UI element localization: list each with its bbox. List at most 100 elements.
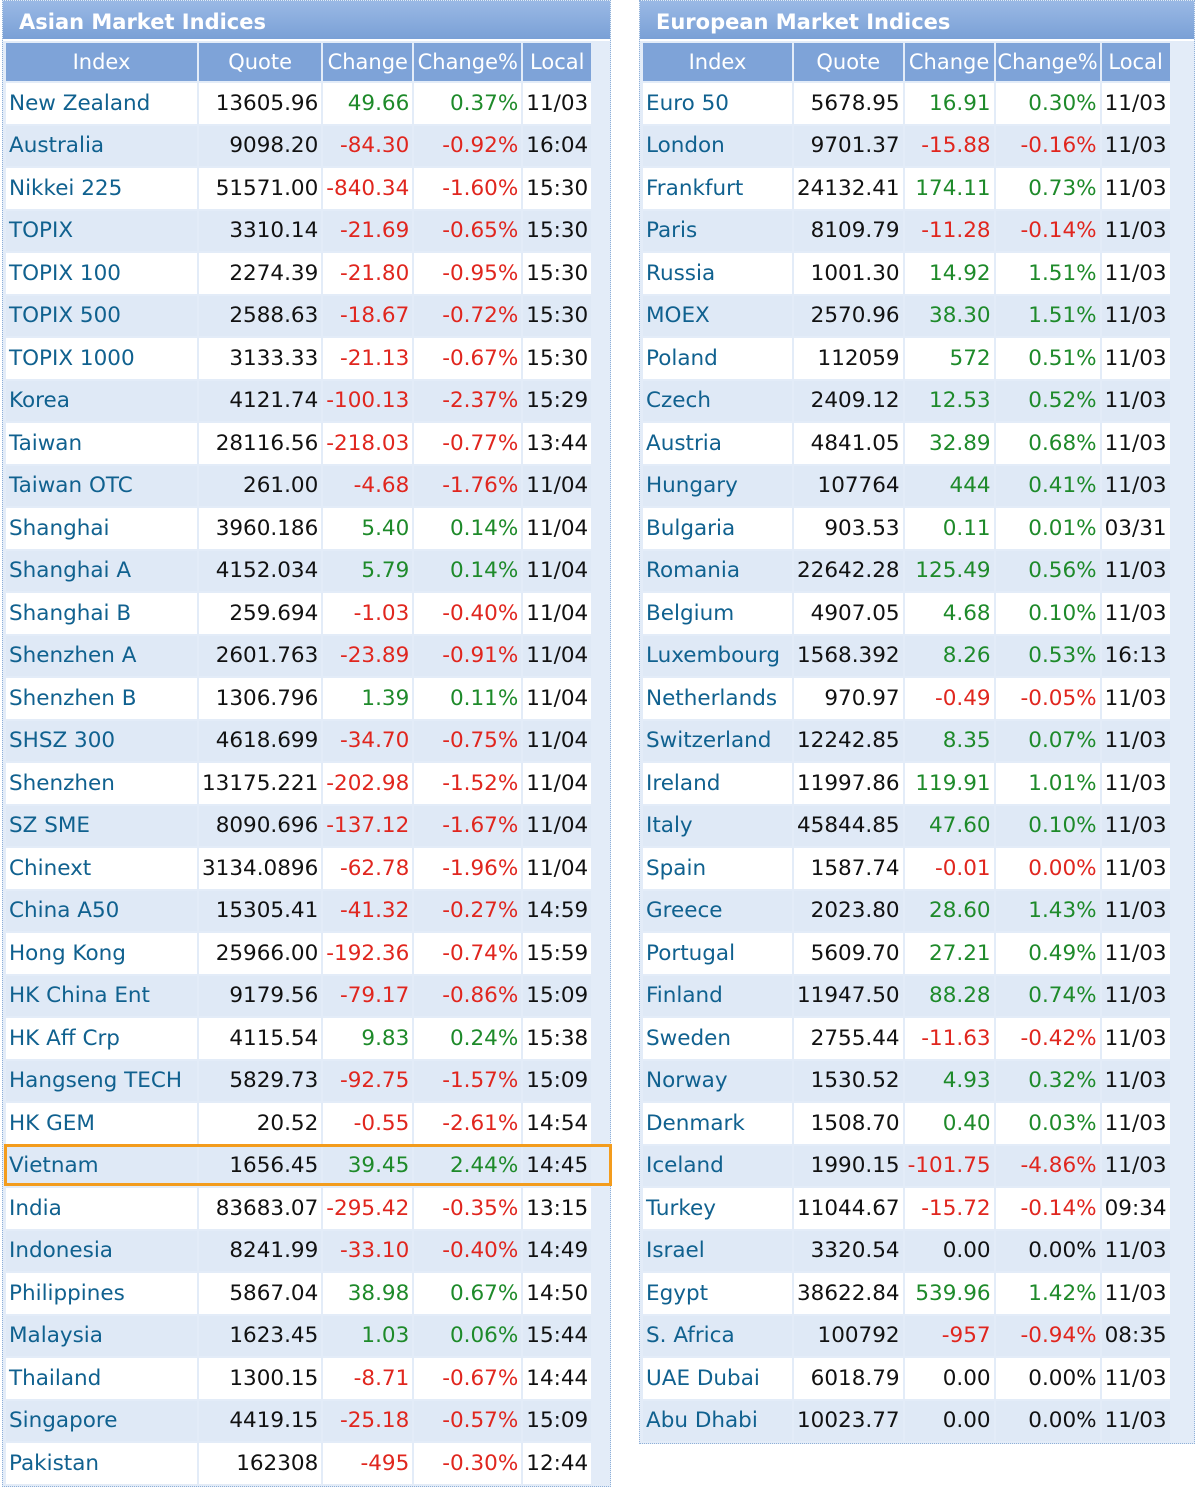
index-name-link[interactable]: Denmark <box>643 1103 792 1144</box>
index-name-link[interactable]: UAE Dubai <box>643 1358 792 1399</box>
index-name-link[interactable]: Singapore <box>6 1400 197 1441</box>
table-row: Iceland 1990.15 -101.75 -4.86% 11/03 <box>643 1145 1170 1186</box>
index-name-link[interactable]: Turkey <box>643 1188 792 1229</box>
index-name-link[interactable]: Austria <box>643 423 792 464</box>
index-name-link[interactable]: Israel <box>643 1230 792 1271</box>
index-name-link[interactable]: Frankfurt <box>643 168 792 209</box>
index-name-link[interactable]: TOPIX 500 <box>6 295 197 336</box>
column-header-index[interactable]: Index <box>6 43 197 81</box>
quote-cell: 38622.84 <box>794 1273 903 1314</box>
index-name-link[interactable]: HK China Ent <box>6 975 197 1016</box>
index-name-link[interactable]: London <box>643 125 792 166</box>
local-time-cell: 15:30 <box>523 338 592 379</box>
change-cell: 5.40 <box>323 508 413 549</box>
quote-cell: 15305.41 <box>199 890 322 931</box>
index-name-link[interactable]: Taiwan OTC <box>6 465 197 506</box>
index-name-link[interactable]: Paris <box>643 210 792 251</box>
index-name-link[interactable]: Switzerland <box>643 720 792 761</box>
table-row: Shanghai A 4152.034 5.79 0.14% 11/04 <box>6 550 592 591</box>
column-header-change[interactable]: Change <box>323 43 413 81</box>
column-header-change-pct[interactable]: Change% <box>414 43 522 81</box>
index-name-link[interactable]: Euro 50 <box>643 83 792 124</box>
index-name-link[interactable]: HK Aff Crp <box>6 1018 197 1059</box>
index-name-link[interactable]: Romania <box>643 550 792 591</box>
change-cell: 572 <box>904 338 994 379</box>
column-header-local[interactable]: Local <box>1101 43 1170 81</box>
index-name-link[interactable]: Shanghai B <box>6 593 197 634</box>
column-header-quote[interactable]: Quote <box>199 43 322 81</box>
index-name-link[interactable]: Finland <box>643 975 792 1016</box>
index-name-link[interactable]: Australia <box>6 125 197 166</box>
column-header-change[interactable]: Change <box>904 43 994 81</box>
index-name-link[interactable]: TOPIX 100 <box>6 253 197 294</box>
index-name-link[interactable]: Chinext <box>6 848 197 889</box>
table-row: S. Africa 100792 -957 -0.94% 08:35 <box>643 1315 1170 1356</box>
index-name-link[interactable]: Netherlands <box>643 678 792 719</box>
index-name-link[interactable]: S. Africa <box>643 1315 792 1356</box>
index-name-link[interactable]: Portugal <box>643 933 792 974</box>
index-name-link[interactable]: Hangseng TECH <box>6 1060 197 1101</box>
index-name-link[interactable]: New Zealand <box>6 83 197 124</box>
change-cell: -218.03 <box>323 423 413 464</box>
index-name-link[interactable]: TOPIX 1000 <box>6 338 197 379</box>
table-row: Shenzhen A 2601.763 -23.89 -0.91% 11/04 <box>6 635 592 676</box>
index-name-link[interactable]: Greece <box>643 890 792 931</box>
index-name-link[interactable]: Taiwan <box>6 423 197 464</box>
change-cell: -8.71 <box>323 1358 413 1399</box>
index-name-link[interactable]: Bulgaria <box>643 508 792 549</box>
column-header-local[interactable]: Local <box>523 43 592 81</box>
index-name-link[interactable]: Belgium <box>643 593 792 634</box>
index-name-link[interactable]: Shenzhen A <box>6 635 197 676</box>
index-name-link[interactable]: India <box>6 1188 197 1229</box>
index-name-link[interactable]: SZ SME <box>6 805 197 846</box>
index-name-link[interactable]: Pakistan <box>6 1443 197 1484</box>
index-name-link[interactable]: HK GEM <box>6 1103 197 1144</box>
index-name-link[interactable]: Philippines <box>6 1273 197 1314</box>
index-name-link[interactable]: Hungary <box>643 465 792 506</box>
change-cell: 39.45 <box>323 1145 413 1186</box>
table-row: SHSZ 300 4618.699 -34.70 -0.75% 11/04 <box>6 720 592 761</box>
index-name-link[interactable]: Russia <box>643 253 792 294</box>
change-cell: -15.72 <box>904 1188 994 1229</box>
index-name-link[interactable]: Korea <box>6 380 197 421</box>
index-name-link[interactable]: Czech <box>643 380 792 421</box>
index-name-link[interactable]: TOPIX <box>6 210 197 251</box>
change-cell: 4.68 <box>904 593 994 634</box>
index-name-link[interactable]: Shanghai A <box>6 550 197 591</box>
column-header-quote[interactable]: Quote <box>794 43 903 81</box>
index-name-link[interactable]: Shanghai <box>6 508 197 549</box>
column-header-index[interactable]: Index <box>643 43 792 81</box>
index-name-link[interactable]: Italy <box>643 805 792 846</box>
index-name-link[interactable]: Shenzhen B <box>6 678 197 719</box>
index-name-link[interactable]: Nikkei 225 <box>6 168 197 209</box>
index-name-link[interactable]: Vietnam <box>6 1145 197 1186</box>
index-name-link[interactable]: SHSZ 300 <box>6 720 197 761</box>
table-row: TOPIX 100 2274.39 -21.80 -0.95% 15:30 <box>6 253 592 294</box>
index-name-link[interactable]: Egypt <box>643 1273 792 1314</box>
index-name-link[interactable]: Hong Kong <box>6 933 197 974</box>
index-name-link[interactable]: Spain <box>643 848 792 889</box>
index-name-link[interactable]: Ireland <box>643 763 792 804</box>
index-name-link[interactable]: Indonesia <box>6 1230 197 1271</box>
index-name-link[interactable]: MOEX <box>643 295 792 336</box>
index-name-link[interactable]: China A50 <box>6 890 197 931</box>
index-name-link[interactable]: Malaysia <box>6 1315 197 1356</box>
index-name-link[interactable]: Iceland <box>643 1145 792 1186</box>
change-cell: -11.28 <box>904 210 994 251</box>
index-name-link[interactable]: Thailand <box>6 1358 197 1399</box>
quote-cell: 8109.79 <box>794 210 903 251</box>
column-header-change-pct[interactable]: Change% <box>995 43 1100 81</box>
index-name-link[interactable]: Shenzhen <box>6 763 197 804</box>
quote-cell: 4152.034 <box>199 550 322 591</box>
quote-cell: 5829.73 <box>199 1060 322 1101</box>
quote-cell: 259.694 <box>199 593 322 634</box>
index-name-link[interactable]: Norway <box>643 1060 792 1101</box>
index-name-link[interactable]: Luxembourg <box>643 635 792 676</box>
index-name-link[interactable]: Abu Dhabi <box>643 1400 792 1441</box>
local-time-cell: 14:59 <box>523 890 592 931</box>
local-time-cell: 15:44 <box>523 1315 592 1356</box>
index-name-link[interactable]: Sweden <box>643 1018 792 1059</box>
index-name-link[interactable]: Poland <box>643 338 792 379</box>
local-time-cell: 11/03 <box>1101 593 1170 634</box>
change-cell: 28.60 <box>904 890 994 931</box>
